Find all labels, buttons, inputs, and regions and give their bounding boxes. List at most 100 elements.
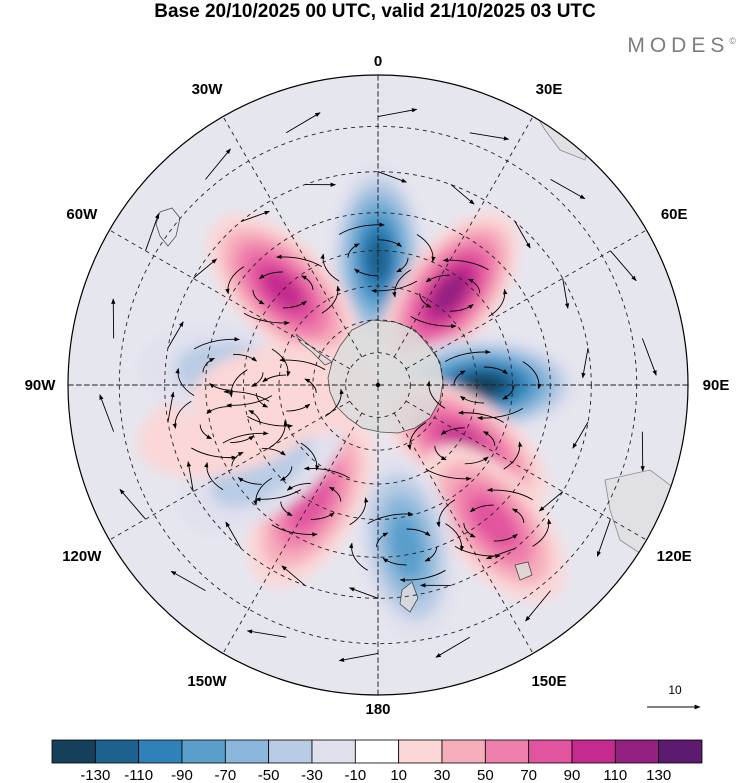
anomaly-contour — [366, 234, 390, 281]
streamline-arrow — [286, 483, 311, 491]
streamline-arrow — [271, 524, 318, 537]
longitude-label: 150W — [187, 673, 227, 690]
streamline-arrow — [258, 271, 283, 280]
longitude-label: 60E — [661, 206, 688, 223]
streamline-arrow — [99, 394, 115, 432]
anomaly-contour — [261, 268, 305, 312]
anomaly-contour — [432, 273, 467, 313]
longitude-label: 30W — [192, 81, 224, 98]
streamline-arrow — [303, 466, 350, 479]
wind-streamlines — [99, 108, 657, 662]
colorbar-label: 10 — [390, 767, 407, 783]
longitude-label: 180 — [365, 701, 390, 718]
streamline-arrow — [199, 424, 213, 440]
meridian — [405, 229, 647, 370]
streamline-arrow — [392, 269, 412, 298]
streamline-arrow — [255, 489, 301, 502]
streamline-arrow — [243, 312, 290, 326]
colorbar-label: 90 — [564, 767, 581, 783]
streamline-arrow — [596, 519, 611, 557]
streamline-arrow — [338, 652, 379, 662]
colorbar-swatch — [224, 739, 270, 764]
meridian — [222, 116, 363, 358]
streamline-arrow — [262, 374, 287, 383]
colorbar-swatch — [614, 739, 660, 764]
reference-vector-label: 10 — [668, 683, 682, 697]
colorbar-label: -10 — [344, 767, 366, 783]
streamline-arrow — [248, 410, 261, 425]
colorbar-swatch — [138, 739, 183, 764]
streamline-arrow — [610, 250, 637, 282]
streamline-arrow — [514, 221, 531, 249]
streamline-arrow — [435, 636, 471, 658]
streamline-arrow — [377, 171, 408, 183]
colorbar-swatch — [94, 739, 140, 764]
colorbar-swatch — [268, 739, 313, 764]
colorbar-label: 70 — [520, 767, 537, 783]
streamline-arrow — [251, 372, 264, 387]
streamline-arrow — [324, 388, 344, 417]
colorbar-swatch — [181, 739, 226, 764]
streamline-arrow — [348, 587, 379, 599]
streamline-arrow — [522, 361, 542, 390]
streamline-arrow — [562, 278, 570, 309]
streamline-arrow — [511, 508, 525, 524]
meridian — [393, 412, 534, 654]
streamline-arrow — [167, 321, 184, 349]
south-america — [155, 207, 181, 247]
streamline-arrow — [338, 222, 385, 235]
longitude-labels: 0 30E 60E 90E 120E 150E 180 150W 120W 90W 60W 30W — [25, 53, 730, 718]
colorbar-label: 130 — [646, 767, 671, 783]
streamline-arrow — [440, 427, 465, 435]
meridian — [393, 116, 534, 358]
reference-vector: 10 — [647, 683, 701, 710]
colorbar-label: -90 — [171, 767, 193, 783]
streamline-arrow — [376, 532, 389, 548]
meridian — [109, 229, 351, 370]
streamline-arrow — [348, 542, 368, 571]
colorbar-label: -110 — [124, 767, 153, 783]
streamline-arrow — [424, 546, 438, 562]
meridian — [405, 400, 647, 541]
streamline-arrow — [503, 441, 523, 470]
colorbar-swatch — [658, 739, 703, 764]
streamline-arrow — [425, 274, 450, 283]
longitude-label: 30E — [536, 81, 563, 98]
streamline-arrow — [279, 357, 326, 371]
streamline-arrow — [261, 447, 286, 456]
streamline-arrow — [186, 461, 194, 492]
map-disc — [68, 75, 688, 695]
streamline-arrow — [525, 590, 551, 622]
streamline-arrow — [193, 337, 240, 350]
streamline-arrow — [445, 523, 465, 552]
streamline-arrow — [237, 477, 262, 485]
streamline-arrow — [145, 213, 160, 251]
streamline-arrow — [320, 253, 340, 282]
streamline-arrow — [457, 410, 504, 423]
streamline-arrow — [406, 528, 431, 537]
brand-logo: MODES© — [627, 34, 736, 58]
streamline-arrow — [410, 316, 457, 329]
streamline-arrow — [382, 557, 407, 566]
anomaly-contour — [469, 495, 519, 551]
colorbar-swatch — [484, 739, 530, 764]
streamline-arrow — [172, 400, 192, 429]
streamline-arrow — [396, 257, 409, 273]
map-title: Base 20/10/2025 00 UTC, valid 21/10/2025… — [154, 1, 596, 22]
streamline-arrow — [467, 278, 481, 294]
streamline-arrow — [469, 132, 510, 141]
streamline-arrow — [477, 407, 524, 421]
streamline-arrow — [119, 488, 146, 520]
colorbar-label: -130 — [80, 767, 110, 783]
streamline-arrow — [349, 497, 369, 526]
streamline-arrow — [282, 300, 307, 309]
streamline-arrow — [175, 368, 195, 397]
colorbar-swatch — [354, 739, 400, 764]
streamline-arrow — [482, 431, 496, 446]
longitude-label: 60W — [66, 206, 98, 223]
streamline-arrow — [377, 108, 418, 118]
streamline-arrow — [460, 395, 484, 404]
streamline-arrow — [247, 415, 294, 429]
colorbar-label: 110 — [603, 767, 627, 783]
